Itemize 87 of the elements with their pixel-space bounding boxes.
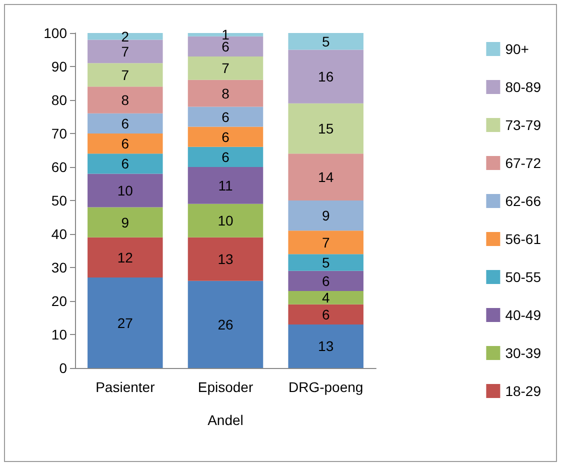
data-label: 6 [222, 108, 230, 125]
data-label: 4 [322, 290, 330, 306]
bar [88, 134, 163, 154]
bar [288, 270, 364, 291]
y-tick-label: 80 [51, 92, 68, 108]
y-tick-label: 100 [44, 25, 68, 41]
y-tick-label: 20 [51, 293, 68, 309]
data-label: 15 [318, 120, 334, 136]
bar [88, 278, 163, 368]
bar [188, 204, 264, 238]
y-tick-label: 90 [51, 58, 68, 74]
data-label: 6 [222, 148, 230, 165]
data-label: 7 [322, 234, 330, 250]
data-label: 11 [218, 177, 233, 194]
bar [188, 56, 264, 80]
legend-label: 56-61 [505, 231, 542, 247]
bar [88, 154, 163, 174]
bar [188, 80, 264, 107]
data-label: 12 [117, 249, 134, 266]
y-tick-label: 40 [51, 226, 68, 242]
data-label: 8 [121, 92, 130, 108]
bar [288, 324, 364, 368]
bar [288, 103, 364, 154]
data-label: 14 [318, 169, 334, 186]
bar [88, 207, 163, 238]
y-tick-label: 60 [51, 159, 68, 175]
data-label: 6 [121, 115, 130, 132]
legend-label: 40-49 [505, 307, 542, 323]
x-tick-label: Episoder [198, 379, 254, 395]
bar [288, 50, 364, 104]
bar [88, 237, 163, 278]
bar [88, 86, 163, 114]
data-label: 9 [121, 214, 130, 230]
data-label: 6 [222, 128, 230, 145]
data-label: 6 [322, 306, 330, 322]
legend-label: 67-72 [505, 155, 542, 171]
bar [288, 254, 364, 271]
y-tick-label: 50 [51, 192, 68, 208]
x-tick-label: Pasienter [96, 379, 156, 395]
data-label: 16 [318, 68, 334, 85]
data-label: 5 [322, 33, 330, 50]
data-label: 5 [322, 254, 330, 270]
legend-label: 80-89 [505, 79, 542, 95]
bar [288, 154, 364, 200]
y-tick-label: 30 [51, 260, 68, 276]
data-label: 2 [121, 28, 130, 44]
x-tick-label: DRG-poeng [288, 379, 364, 395]
data-label: 13 [218, 251, 234, 268]
data-label: 6 [322, 272, 330, 289]
y-tick-label: 70 [51, 126, 68, 142]
bar [88, 113, 163, 134]
bar [288, 230, 364, 254]
bar [188, 126, 264, 147]
legend-label: 50-55 [505, 269, 542, 285]
data-label: 13 [318, 338, 334, 354]
y-tick-label: 10 [51, 326, 68, 342]
data-label: 6 [121, 156, 130, 172]
data-label: 27 [117, 314, 134, 331]
bar [288, 290, 364, 304]
data-label: 8 [222, 85, 230, 102]
legend-label: 30-39 [505, 345, 542, 361]
legend-label: 90+ [505, 41, 529, 57]
bar [288, 304, 364, 324]
legend-label: 18-29 [505, 383, 542, 399]
bar [188, 146, 264, 167]
bar [88, 174, 163, 208]
legend-label: 62-66 [505, 193, 542, 209]
data-label: 10 [218, 212, 234, 229]
bar [88, 40, 163, 64]
bar [288, 200, 364, 231]
bar [188, 167, 264, 204]
data-label: 7 [222, 60, 230, 76]
bar [288, 33, 364, 50]
data-label: 9 [322, 208, 330, 224]
data-label: 6 [121, 136, 130, 152]
bar [188, 237, 264, 281]
data-label: 10 [117, 182, 134, 198]
legend-label: 73-79 [505, 117, 542, 133]
bar [88, 33, 163, 40]
bar [188, 106, 264, 127]
data-label: 26 [218, 316, 234, 332]
bar [88, 63, 163, 87]
x-axis-title: Andel [208, 412, 244, 428]
data-label: 7 [121, 43, 130, 60]
data-label: 7 [121, 66, 130, 83]
y-tick-label: 0 [59, 360, 68, 376]
bar [188, 280, 264, 368]
